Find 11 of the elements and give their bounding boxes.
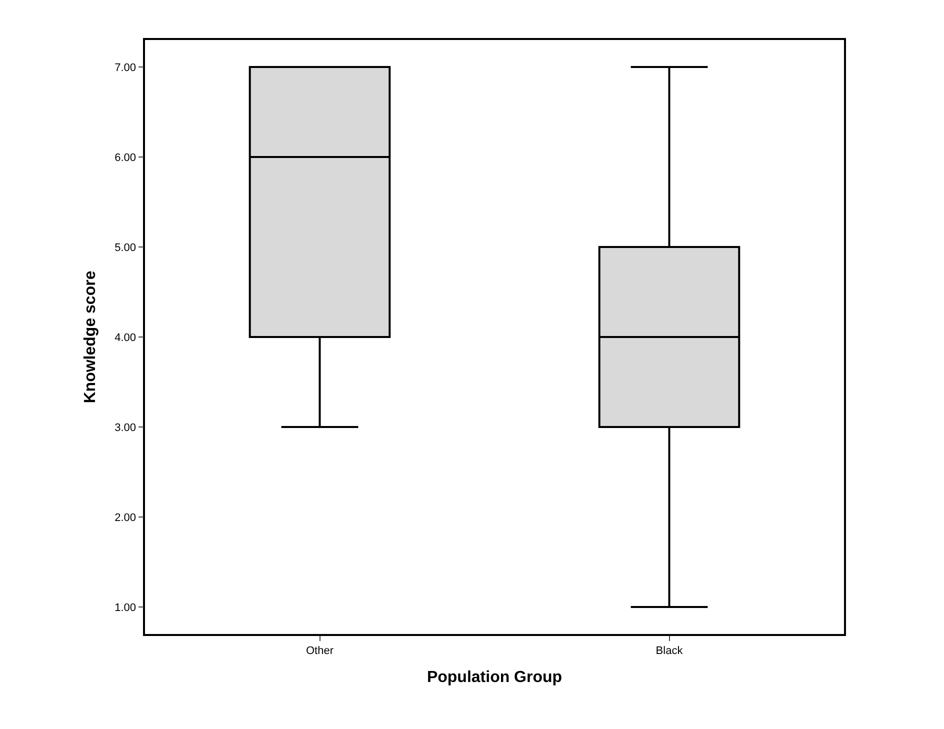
y-tick-label: 6.00 — [114, 152, 136, 164]
x-tick-label: Other — [306, 644, 334, 657]
x-axis-title: Population Group — [426, 669, 562, 686]
y-tick-label: 5.00 — [114, 242, 136, 254]
x-tick-label: Black — [656, 644, 684, 657]
y-tick-label: 1.00 — [114, 602, 136, 614]
y-tick-label: 4.00 — [114, 332, 136, 344]
y-tick-label: 7.00 — [114, 62, 136, 74]
y-tick-label: 3.00 — [114, 422, 136, 434]
y-tick-label: 2.00 — [114, 512, 136, 524]
y-axis-title: Knowledge score — [82, 270, 100, 404]
